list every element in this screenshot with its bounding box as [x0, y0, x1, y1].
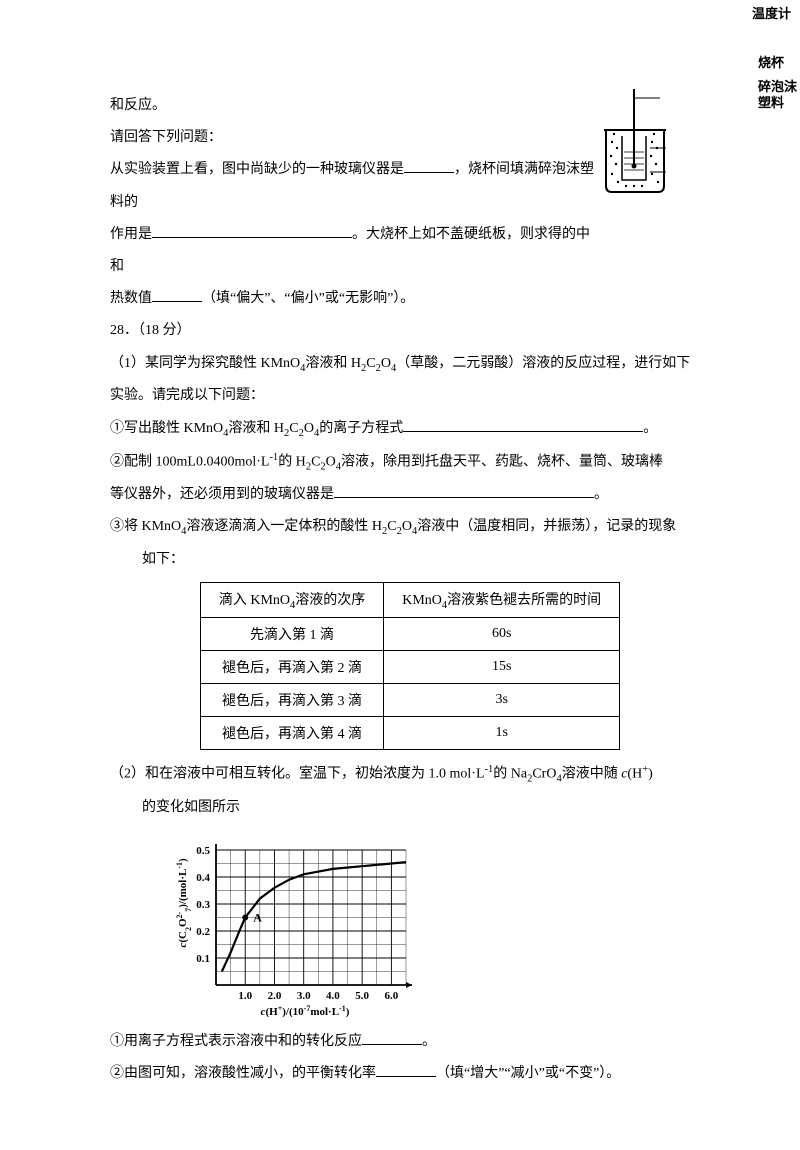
- table-row: 滴入 KMnO4溶液的次序 KMnO4溶液紫色褪去所需的时间: [200, 583, 619, 618]
- text: （填“偏大”、“偏小”或“无影响”）。: [202, 291, 414, 306]
- part2-line2: 的变化如图所示: [110, 792, 710, 824]
- text: （草酸，二元弱酸）溶液的反应过程，进行如下: [396, 356, 690, 371]
- text: （2）和在溶液中可相互转化。室温下，初始浓度为 1.0 mol·L: [110, 767, 485, 782]
- cell: 60s: [384, 618, 620, 651]
- text: O: [381, 356, 391, 371]
- svg-text:c(C2O2-7)/(mol·L-1): c(C2O2-7)/(mol·L-1): [175, 858, 193, 948]
- text: CrO: [532, 767, 556, 782]
- blank-fill[interactable]: [152, 223, 352, 238]
- observation-table: 滴入 KMnO4溶液的次序 KMnO4溶液紫色褪去所需的时间 先滴入第 1 滴6…: [200, 582, 620, 750]
- blank-fill[interactable]: [362, 1030, 422, 1045]
- q28-sub2-line2: 等仪器外，还必须用到的玻璃仪器是 。: [110, 479, 710, 511]
- text: 从实验装置上看，图中尚缺少的一种玻璃仪器是: [110, 162, 404, 177]
- q28-p1-line1: （1）某同学为探究酸性 KMnO4溶液和 H2C2O4（草酸，二元弱酸）溶液的反…: [110, 348, 710, 381]
- apparatus-diagram: 温度计 烧杯 碎泡沫 塑料: [600, 86, 710, 221]
- text: ): [648, 767, 653, 782]
- label-beaker: 烧杯: [758, 52, 784, 71]
- cell: 褪色后，再滴入第 3 滴: [200, 684, 383, 717]
- text: 热数值: [110, 291, 152, 306]
- svg-text:0.2: 0.2: [196, 926, 210, 938]
- blank-fill[interactable]: [376, 1062, 436, 1077]
- cell: 先滴入第 1 滴: [200, 618, 383, 651]
- col2-header: KMnO4溶液紫色褪去所需的时间: [384, 583, 620, 618]
- blank-fill[interactable]: [334, 483, 594, 498]
- text: ①写出酸性 KMnO: [110, 421, 223, 436]
- svg-text:4.0: 4.0: [326, 990, 340, 1002]
- concentration-chart: 1.0 2.0 3.0 4.0 5.0 6.0 0.1 0.2 0.3 0.4 0.5 Ac(H+)/…: [170, 830, 710, 1020]
- cell: 褪色后，再滴入第 4 滴: [200, 717, 383, 750]
- q28-p1-line2: 实验。请完成以下问题：: [110, 380, 710, 412]
- text: 的 H: [278, 454, 306, 469]
- text: ①用离子方程式表示溶液中和的转化反应: [110, 1034, 362, 1049]
- cell: 3s: [384, 684, 620, 717]
- text: 的离子方程式: [319, 421, 403, 436]
- table-row: 褪色后，再滴入第 3 滴3s: [200, 684, 619, 717]
- text: （1）某同学为探究酸性 KMnO: [110, 356, 300, 371]
- svg-text:c(H+)/(10-7mol·L-1): c(H+)/(10-7mol·L-1): [261, 1004, 350, 1019]
- text: C: [366, 356, 375, 371]
- label-thermometer: 温度计: [752, 3, 791, 22]
- text: ③将 KMnO: [110, 519, 181, 534]
- tail-q2: ②由图可知，溶液酸性减小，的平衡转化率 （填“增大”“减小”或“不变”）。: [110, 1058, 710, 1090]
- text: 。: [594, 487, 608, 502]
- text: 溶液逐滴滴入一定体积的酸性 H: [186, 519, 382, 534]
- svg-text:5.0: 5.0: [355, 990, 369, 1002]
- q28-number: 28．（18 分）: [110, 315, 710, 347]
- table-row: 褪色后，再滴入第 4 滴1s: [200, 717, 619, 750]
- part2-line1: （2）和在溶液中可相互转化。室温下，初始浓度为 1.0 mol·L-1的 Na2…: [110, 758, 710, 792]
- text: 的 Na: [493, 767, 527, 782]
- cell: 15s: [384, 651, 620, 684]
- svg-text:3.0: 3.0: [297, 990, 311, 1002]
- text: 溶液和 H: [305, 356, 361, 371]
- blank-fill[interactable]: [152, 287, 202, 302]
- svg-text:2.0: 2.0: [268, 990, 282, 1002]
- label-foam2: 塑料: [758, 92, 784, 111]
- blank-fill[interactable]: [404, 158, 454, 173]
- q28-sub3-line1: ③将 KMnO4溶液逐滴滴入一定体积的酸性 H2C2O4溶液中（温度相同，并振荡…: [110, 511, 710, 544]
- text: 溶液中随: [562, 767, 622, 782]
- cell: 1s: [384, 717, 620, 750]
- svg-text:0.4: 0.4: [196, 872, 210, 884]
- text: 溶液中（温度相同，并振荡），记录的现象: [417, 519, 676, 534]
- svg-text:6.0: 6.0: [385, 990, 399, 1002]
- q28-sub1: ①写出酸性 KMnO4溶液和 H2C2O4的离子方程式。: [110, 413, 710, 446]
- table-row: 先滴入第 1 滴60s: [200, 618, 619, 651]
- col1-header: 滴入 KMnO4溶液的次序: [200, 583, 383, 618]
- text: 等仪器外，还必须用到的玻璃仪器是: [110, 487, 334, 502]
- blank-fill[interactable]: [403, 417, 643, 432]
- text: ②配制 100mL0.0400mol·L: [110, 454, 269, 469]
- q28-sub3-line2: 如下：: [110, 544, 710, 576]
- svg-text:0.3: 0.3: [196, 899, 210, 911]
- text: ②由图可知，溶液酸性减小，的平衡转化率: [110, 1066, 376, 1081]
- table-row: 褪色后，再滴入第 2 滴15s: [200, 651, 619, 684]
- text: 。: [422, 1034, 436, 1049]
- svg-text:0.5: 0.5: [196, 845, 210, 857]
- text: 溶液和 H: [228, 421, 284, 436]
- cell: 褪色后，再滴入第 2 滴: [200, 651, 383, 684]
- q28-sub2-line1: ②配制 100mL0.0400mol·L-1的 H2C2O4溶液，除用到托盘天平…: [110, 446, 710, 480]
- svg-text:1.0: 1.0: [238, 990, 252, 1002]
- text: (H: [627, 767, 642, 782]
- svg-text:0.1: 0.1: [196, 953, 210, 965]
- text: 。: [643, 421, 657, 436]
- text: 溶液，除用到托盘天平、药匙、烧杯、量筒、玻璃棒: [341, 454, 663, 469]
- intro-line-5: 热数值 （填“偏大”、“偏小”或“无影响”）。: [110, 283, 710, 315]
- text: 作用是: [110, 227, 152, 242]
- text: （填“增大”“减小”或“不变”）。: [436, 1066, 620, 1081]
- svg-text:A: A: [253, 911, 262, 925]
- tail-q1: ①用离子方程式表示溶液中和的转化反应 。: [110, 1026, 710, 1058]
- intro-line-4: 作用是。大烧杯上如不盖硬纸板，则求得的中和: [110, 219, 710, 283]
